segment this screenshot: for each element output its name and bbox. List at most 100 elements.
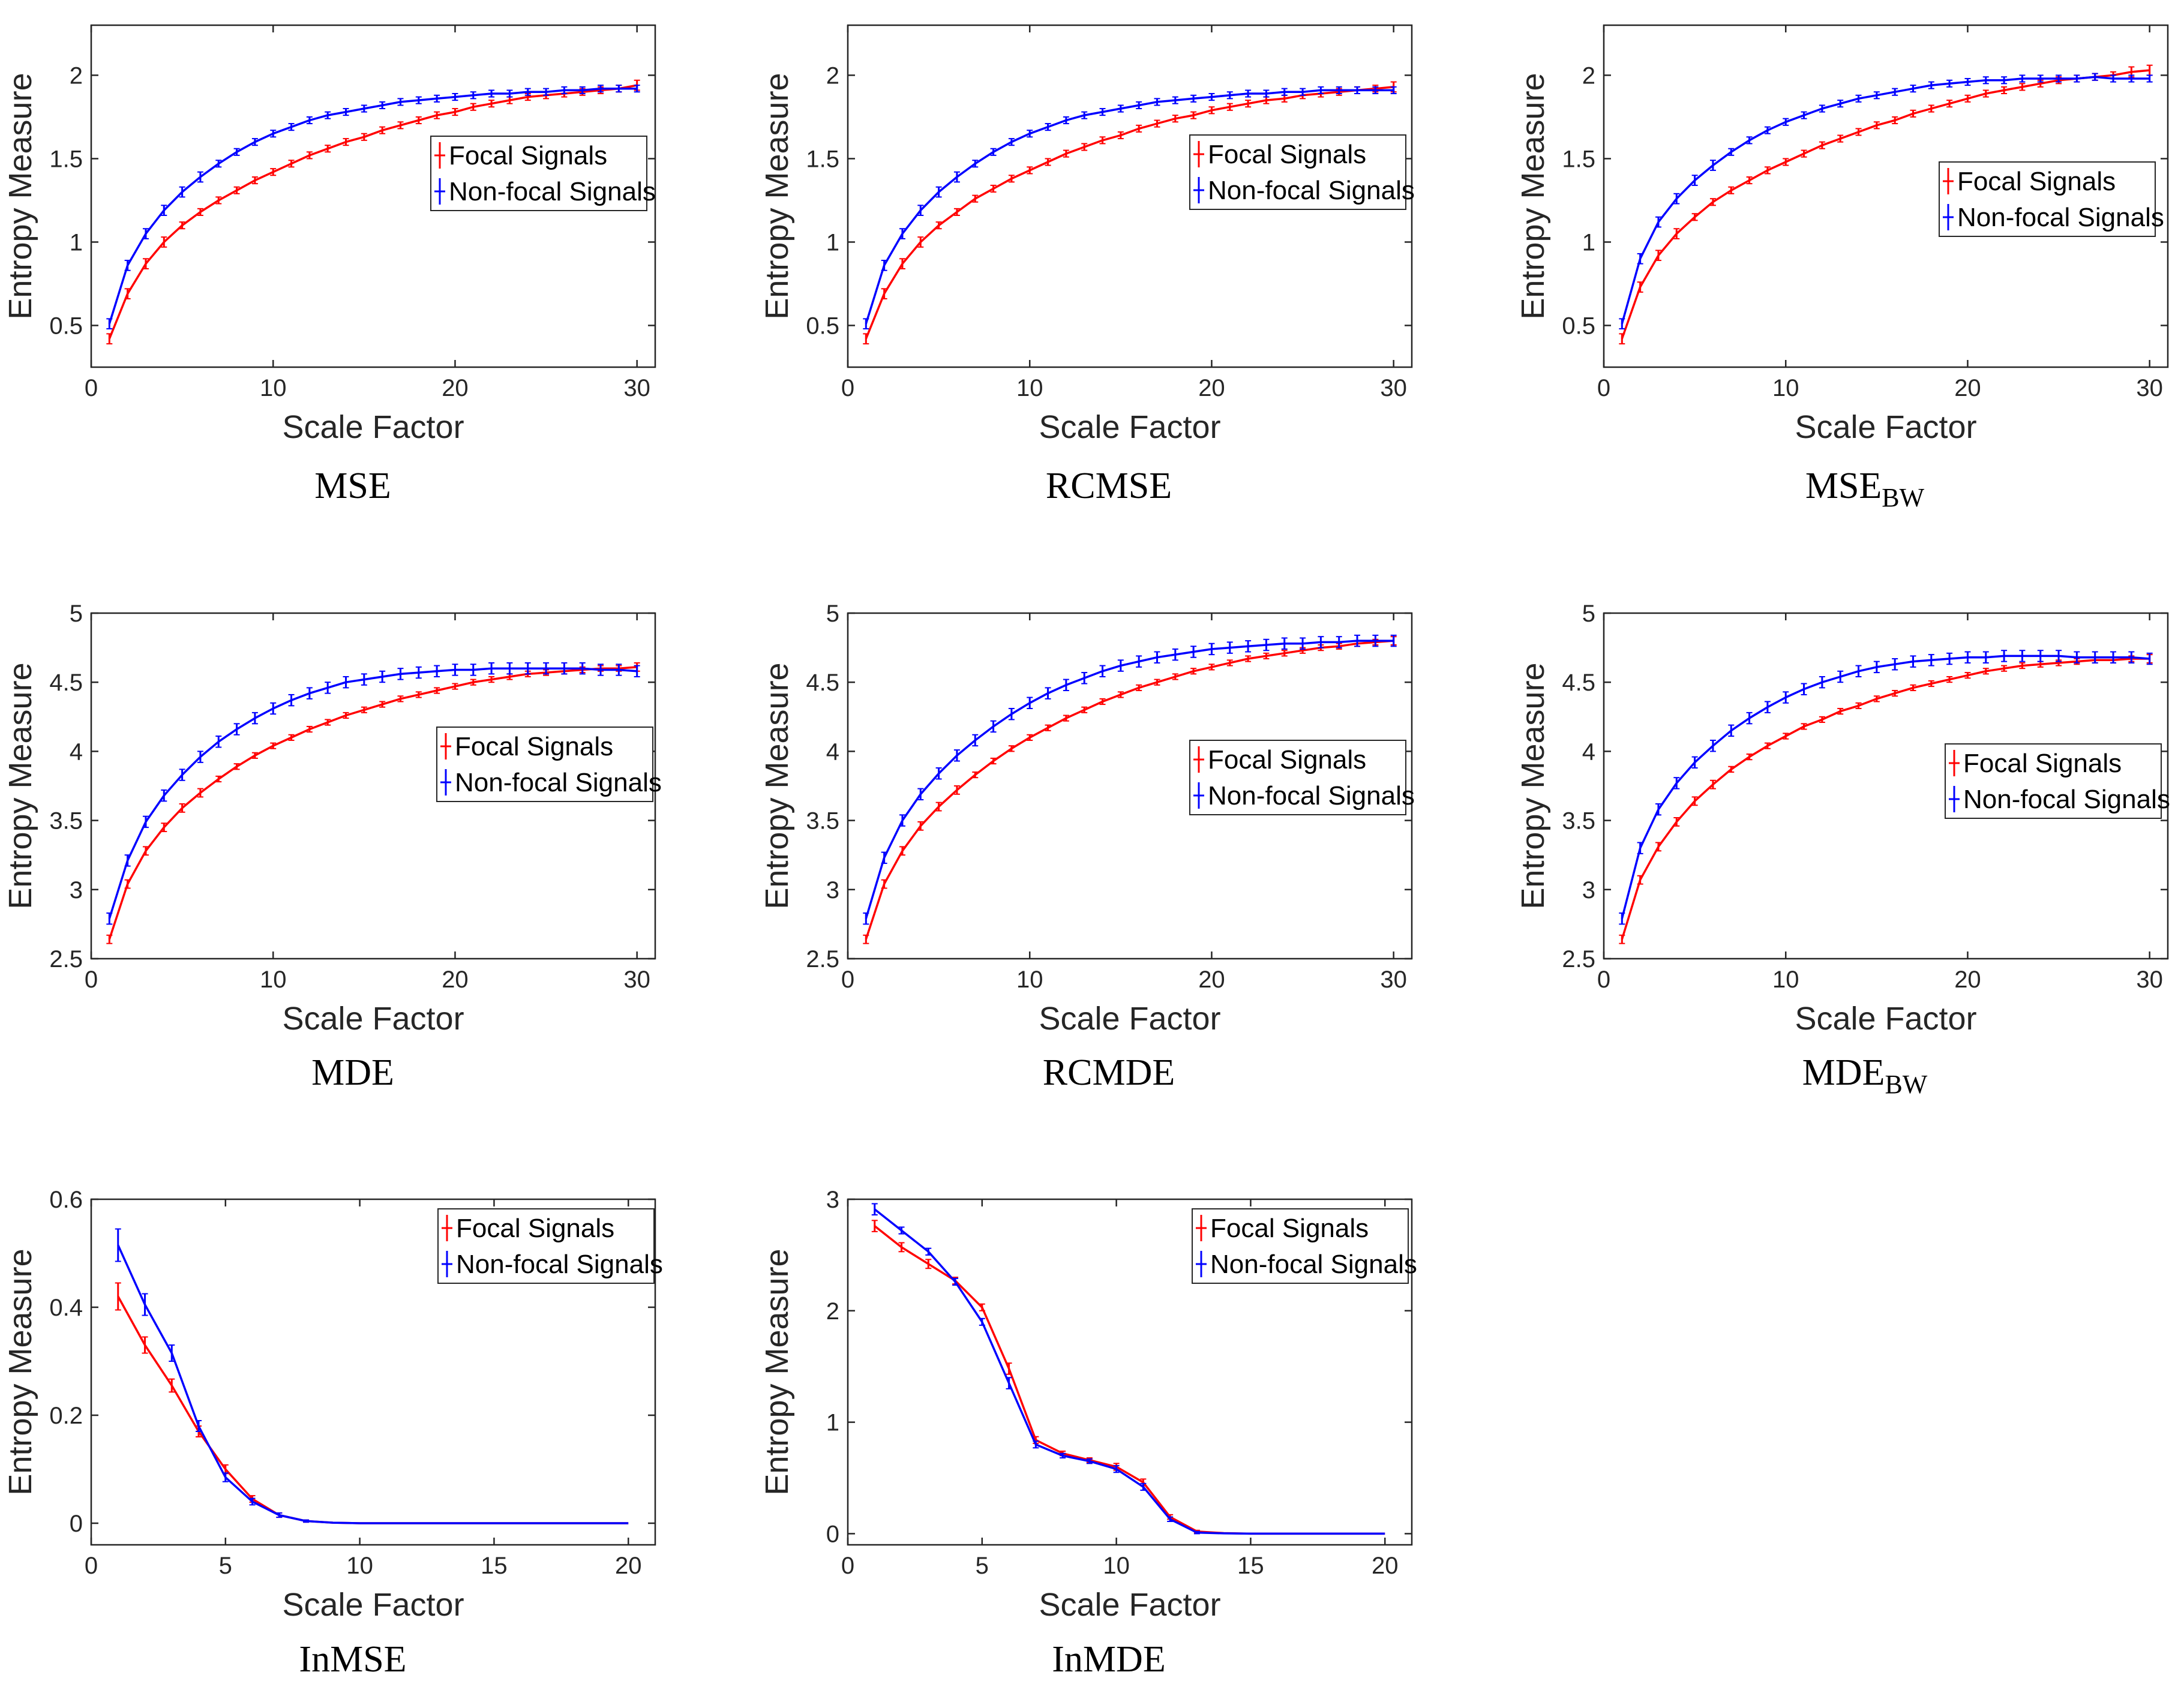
- x-tick-label: 0: [841, 966, 854, 993]
- y-tick-label: 4: [1582, 739, 1595, 765]
- series-line-nonfocal: [117, 1244, 629, 1524]
- y-tick-label: 1.5: [49, 146, 83, 172]
- y-tick-label: 4.5: [49, 670, 83, 696]
- x-tick-label: 20: [442, 375, 469, 401]
- plot-area-frame: [847, 612, 1413, 960]
- caption-main: MDE: [1802, 1052, 1885, 1093]
- series-line-nonfocal: [874, 1208, 1385, 1535]
- y-tick-label: 1: [70, 229, 83, 256]
- legend-label: Non-focal Signals: [456, 1250, 663, 1279]
- legend-label: Focal Signals: [1957, 167, 2116, 196]
- y-tick-label: 0.6: [49, 1187, 83, 1213]
- legend: Focal Signals Non-focal Signals: [1189, 740, 1415, 815]
- series-line-focal: [117, 1296, 629, 1524]
- legend-label: Focal Signals: [456, 1214, 614, 1243]
- x-tick-label: 30: [1380, 966, 1407, 993]
- x-tick-label: 0: [1597, 966, 1610, 993]
- legend-box: [437, 1208, 655, 1284]
- panel-caption: MDEBW: [1802, 1052, 1928, 1099]
- y-tick-label: 0: [70, 1511, 83, 1537]
- legend-label: Non-focal Signals: [1210, 1250, 1417, 1279]
- y-tick-label: 2: [826, 1298, 839, 1325]
- x-tick-label: 20: [442, 966, 469, 993]
- panel-inmse: 0 5 10 15 20 0 0.2 0.4 0.6 Scale Factor Entropy Me…: [2, 1187, 663, 1680]
- legend-box: [1189, 134, 1406, 210]
- x-tick-label: 30: [623, 966, 650, 993]
- x-tick-label: 10: [1103, 1553, 1130, 1579]
- plot-area-frame: [90, 1198, 656, 1546]
- plot-area-frame: [1603, 612, 2169, 960]
- x-tick-label: 5: [976, 1553, 989, 1579]
- legend-label: Non-focal Signals: [1208, 176, 1415, 205]
- y-tick-label: 0.4: [49, 1295, 83, 1321]
- panel-caption: InMSE: [299, 1639, 406, 1680]
- series-line-nonfocal: [865, 640, 1394, 919]
- x-tick-label: 30: [623, 375, 650, 401]
- x-tick-label: 0: [85, 375, 98, 401]
- y-tick-label: 4: [70, 739, 83, 765]
- x-axis-label: Scale Factor: [1795, 409, 1976, 445]
- caption-main: RCMSE: [1046, 466, 1172, 506]
- legend: Focal Signals Non-focal Signals: [437, 1208, 663, 1284]
- y-tick-label: 3: [70, 877, 83, 903]
- panel-caption: InMDE: [1052, 1639, 1165, 1680]
- y-tick-label: 3: [1582, 877, 1595, 903]
- x-tick-label: 15: [481, 1553, 508, 1579]
- x-axis-label: Scale Factor: [282, 1587, 464, 1623]
- panel-caption: MDE: [311, 1052, 394, 1093]
- plot-area-frame: [847, 1198, 1413, 1546]
- x-tick-label: 30: [1380, 375, 1407, 401]
- x-tick-label: 20: [1198, 375, 1225, 401]
- y-tick-label: 0.5: [806, 313, 839, 339]
- x-tick-label: 0: [841, 375, 854, 401]
- plot-area-frame: [847, 24, 1413, 368]
- y-tick-label: 3.5: [1562, 808, 1595, 835]
- plot-area-frame: [90, 612, 656, 960]
- panel-inmde: 0 5 10 15 20 0 1 2 3 Scale Factor Entropy Measure F…: [759, 1187, 1417, 1680]
- y-tick-label: 4.5: [806, 670, 839, 696]
- legend-label: Focal Signals: [455, 732, 613, 761]
- x-tick-label: 15: [1237, 1553, 1264, 1579]
- x-tick-label: 20: [1954, 375, 1981, 401]
- series-line-focal: [865, 86, 1394, 340]
- legend-label: Focal Signals: [1208, 140, 1366, 169]
- legend-label: Focal Signals: [449, 141, 607, 170]
- legend-label: Focal Signals: [1210, 1214, 1369, 1243]
- caption-main: RCMDE: [1043, 1052, 1175, 1093]
- x-tick-label: 0: [85, 1553, 98, 1579]
- y-tick-label: 3: [826, 1187, 839, 1213]
- x-axis-label: Scale Factor: [1039, 409, 1220, 445]
- series-line-nonfocal: [1621, 655, 2150, 919]
- series-line-nonfocal: [108, 667, 637, 919]
- x-tick-label: 20: [1954, 966, 1981, 993]
- x-tick-label: 30: [2136, 966, 2163, 993]
- panel-caption: RCMSE: [1046, 466, 1172, 506]
- panel-rcmse: 0 10 20 30 0.5 1 1.5 2 Scale Factor Entropy Measu…: [759, 24, 1415, 506]
- plot-area-frame: [1603, 24, 2169, 368]
- caption-main: MDE: [311, 1052, 394, 1093]
- caption-main: MSE: [1805, 466, 1882, 506]
- panel-caption: RCMDE: [1043, 1052, 1175, 1093]
- legend-box: [1939, 161, 2156, 237]
- legend-label: Non-focal Signals: [1208, 781, 1415, 811]
- legend: Focal Signals Non-focal Signals: [1189, 134, 1415, 210]
- y-tick-label: 3.5: [806, 808, 839, 835]
- x-tick-label: 10: [346, 1553, 373, 1579]
- x-tick-label: 0: [1597, 375, 1610, 401]
- series-line-focal: [1621, 658, 2150, 940]
- x-tick-label: 0: [841, 1553, 854, 1579]
- x-tick-label: 0: [85, 966, 98, 993]
- y-tick-label: 3: [826, 877, 839, 903]
- legend: Focal Signals Non-focal Signals: [430, 136, 656, 211]
- y-axis-label: Entropy Measure: [1515, 73, 1551, 319]
- legend-label: Non-focal Signals: [1963, 785, 2170, 814]
- caption-main: InMSE: [299, 1639, 406, 1680]
- y-tick-label: 3.5: [49, 808, 83, 835]
- x-tick-label: 20: [1372, 1553, 1399, 1579]
- series-line-focal: [108, 84, 638, 340]
- panel-rcmde: 0 10 20 30 2.5 3 3.5 4 4.5 5 Scale Factor Entropy M…: [759, 601, 1415, 1093]
- x-tick-label: 10: [1016, 375, 1043, 401]
- legend-box: [436, 727, 653, 802]
- caption-subscript: BW: [1882, 483, 1924, 512]
